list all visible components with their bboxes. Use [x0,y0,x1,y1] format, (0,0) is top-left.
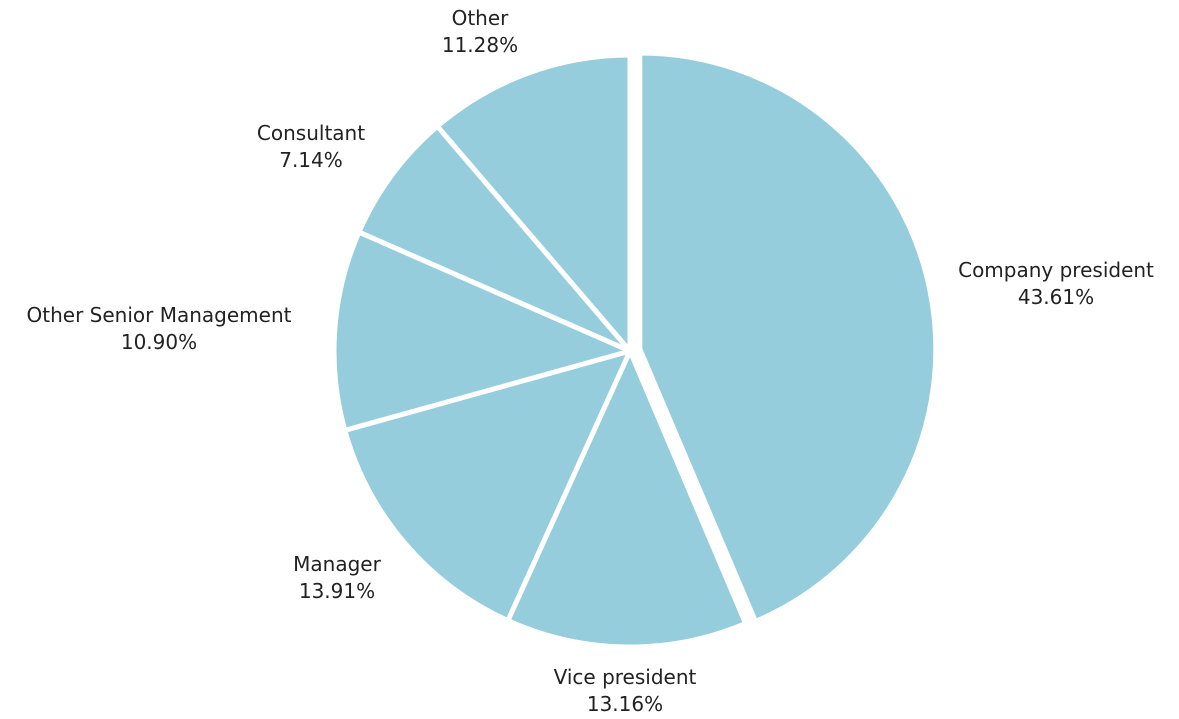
slice-label-consultant: Consultant 7.14% [257,121,365,172]
slice-label-other-senior-management: Other Senior Management 10.90% [27,303,292,354]
pie-slice-vice-president [505,348,749,650]
slice-percent-label: 43.61% [1018,285,1094,309]
slice-label-manager: Manager 13.91% [293,552,381,603]
slice-category-label: Other Senior Management [27,303,292,327]
slice-category-label: Manager [293,552,381,576]
slice-percent-label: 7.14% [279,148,343,172]
pie-slice-company-president [637,50,939,624]
slices-layer [331,50,939,650]
pie-slice-other-senior-management [331,229,633,433]
slice-category-label: Vice president [554,665,697,689]
pie-slice-consultant [356,123,633,354]
pie-slice-manager [342,348,633,624]
pie-slice-other [434,52,633,354]
slice-label-company-president: Company president 43.61% [958,258,1154,309]
slice-percent-label: 13.16% [587,692,663,716]
slice-category-label: Company president [958,258,1154,282]
slice-category-label: Consultant [257,121,365,145]
slice-percent-label: 10.90% [121,330,197,354]
slice-percent-label: 11.28% [442,33,518,57]
slice-category-label: Other [452,6,510,30]
labels-layer: Company president 43.61% Vice president 13.… [27,6,1155,716]
slice-percent-label: 13.91% [299,579,375,603]
slice-label-vice-president: Vice president 13.16% [554,665,697,716]
slice-label-other: Other 11.28% [442,6,518,57]
